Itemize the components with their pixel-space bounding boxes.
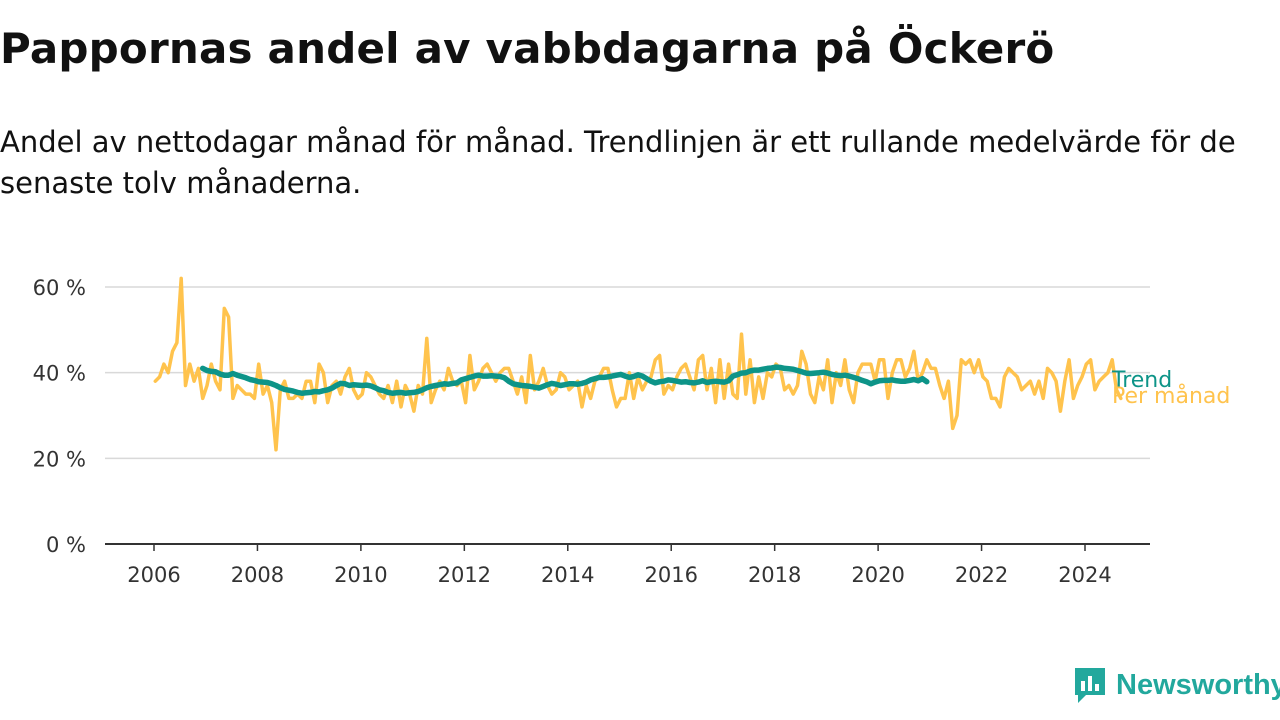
x-tick-label: 2012 <box>438 563 491 587</box>
x-axis-ticks: 2006 2008 2010 2012 2014 2016 2018 2020 2022 2024 <box>105 543 1150 587</box>
y-tick-label: 60 % <box>33 276 86 300</box>
series-line-per-månad <box>153 276 1123 452</box>
line-chart: 0 % 20 % 40 % 60 % 2006 2008 2010 2012 2014 2016… <box>33 276 1231 587</box>
x-tick-label: 2008 <box>231 563 284 587</box>
x-tick-label: 2010 <box>334 563 387 587</box>
series-label: Per månad <box>1112 383 1230 409</box>
bar-chart-icon <box>1075 668 1105 703</box>
chart-subtitle: Andel av nettodagar månad för månad. Tre… <box>0 125 1236 200</box>
y-tick-label: 20 % <box>33 447 86 471</box>
x-tick-label: 2014 <box>541 563 594 587</box>
series-label: Trend <box>1111 368 1172 393</box>
chart-title: Pappornas andel av vabbdagarna på Öckerö <box>0 24 1055 73</box>
brand-name: Newsworthy <box>1116 668 1280 701</box>
x-tick-label: 2006 <box>127 563 180 587</box>
x-tick-label: 2018 <box>748 563 801 587</box>
x-tick-label: 2022 <box>955 563 1008 587</box>
x-tick-label: 2024 <box>1058 563 1111 587</box>
grid-lines <box>105 286 1150 460</box>
y-tick-label: 0 % <box>46 533 86 557</box>
y-tick-label: 40 % <box>33 362 86 386</box>
series-line-trend <box>199 364 930 396</box>
y-axis-ticks: 0 % 20 % 40 % 60 % <box>33 276 86 557</box>
series-lines <box>153 276 1123 452</box>
x-tick-label: 2016 <box>644 563 697 587</box>
x-tick-label: 2020 <box>851 563 904 587</box>
newsworthy-logo: Newsworthy <box>1072 664 1280 706</box>
